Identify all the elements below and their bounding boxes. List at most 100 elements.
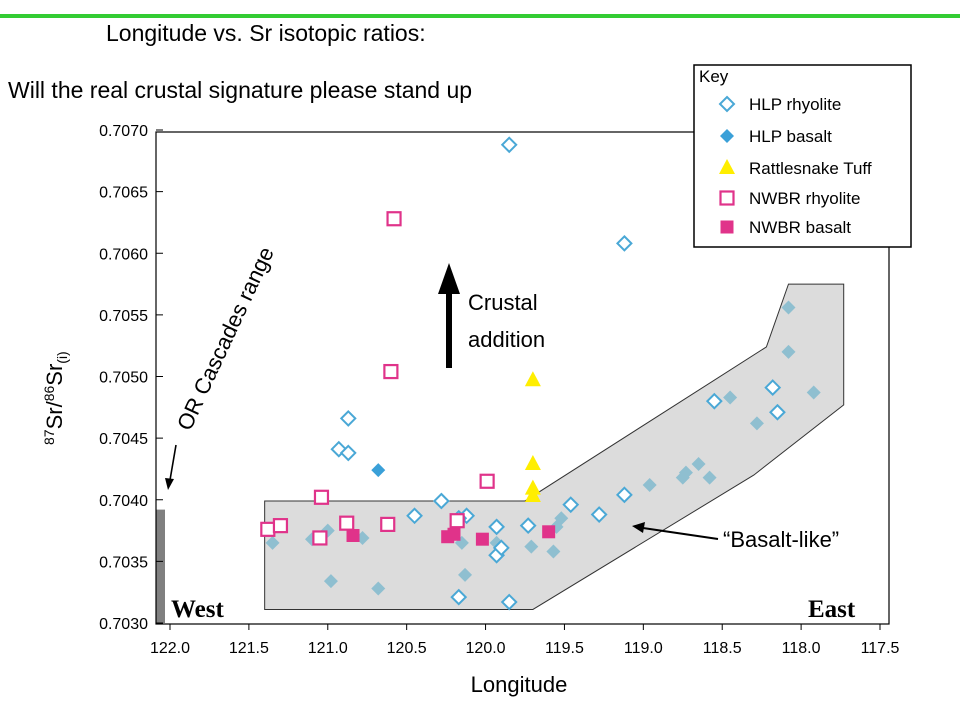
basalt-like-field-polygon	[264, 283, 845, 610]
y-tick-label: 0.7055	[99, 308, 148, 325]
hlp-basalt-point	[458, 567, 473, 582]
hlp-basalt-point	[702, 470, 717, 485]
axes: 0.7030 0.7035 0.7040 0.7045 0.7050 0.7055 0.70…	[99, 123, 899, 657]
hlp-rhyolite-point	[562, 496, 580, 514]
nwbr-rhyolite-point	[339, 515, 355, 531]
rattlesnake-tuff-legend-marker	[719, 159, 735, 174]
legend-label: Rattlesnake Tuff	[749, 159, 872, 178]
rattlesnake-tuff-point	[524, 487, 541, 503]
x-tick-label: 119.5	[545, 640, 584, 657]
x-tick-label: 119.0	[624, 640, 663, 657]
nwbr-basalt-legend-marker	[720, 220, 734, 234]
x-tick-label: 121.5	[229, 640, 269, 657]
hlp-basalt-point	[806, 385, 821, 400]
nwbr-basalt-point	[475, 532, 489, 546]
hlp-rhyolite-point	[339, 409, 357, 427]
x-axis-label: Longitude	[471, 672, 568, 697]
hlp-basalt-point	[723, 390, 738, 405]
hlp-basalt-point	[524, 539, 539, 554]
hlp-rhyolite-point	[500, 136, 518, 154]
hlp-basalt-point	[265, 535, 280, 550]
hlp-rhyolite-point	[488, 518, 506, 536]
nwbr-rhyolite-point	[449, 513, 465, 529]
west-label: West	[171, 596, 224, 623]
hlp-rhyolite-point	[432, 492, 450, 510]
nwbr-rhyolite-point	[272, 518, 289, 534]
nwbr-rhyolite-point	[380, 516, 396, 533]
y-tick-label: 0.7070	[99, 123, 148, 140]
cascades-range-label: OR Cascades range	[172, 243, 279, 434]
hlp-rhyolite-point	[615, 486, 633, 504]
cascades-arrow-shaft	[169, 444, 177, 481]
cascades-range-bar	[156, 509, 165, 623]
hlp-rhyolite-point	[450, 588, 468, 606]
hlp-rhyolite-point	[764, 379, 782, 397]
slide-title: Longitude vs. Sr isotopic ratios:	[106, 20, 426, 46]
crustal-label-line2: addition	[468, 327, 545, 352]
y-label-a: Sr/	[42, 400, 67, 429]
hlp-basalt-blue-point	[371, 463, 386, 478]
legend-label: HLP basalt	[749, 127, 832, 146]
nwbr-basalt-point	[447, 527, 461, 541]
rattlesnake-tuff-point	[524, 371, 541, 387]
hlp-rhyolite-point	[492, 539, 510, 557]
x-tick-label: 121.0	[308, 640, 348, 657]
basalt-like-label: “Basalt-like”	[723, 527, 839, 552]
east-label: East	[808, 596, 856, 623]
top-green-rule	[0, 14, 960, 18]
y-tick-label: 0.7050	[99, 370, 148, 387]
y-label-sup2: 86	[41, 386, 57, 402]
x-tick-label: 122.0	[150, 640, 190, 657]
legend: Key HLP rhyolite HLP basalt Rattlesnake Tuf…	[693, 64, 912, 248]
x-tick-label: 118.5	[703, 640, 742, 657]
basalt-like-field	[156, 283, 845, 623]
hlp-basalt-point	[678, 465, 693, 480]
x-tick-label: 118.0	[782, 640, 821, 657]
nwbr-basalt-point	[346, 528, 360, 542]
hlp-rhyolite-point	[500, 593, 518, 611]
hlp-rhyolite-legend-marker	[718, 95, 736, 113]
nwbr-rhyolite-point	[386, 211, 402, 227]
y-axis-label: 87Sr/86Sr(i)	[41, 351, 70, 445]
legend-label: NWBR rhyolite	[749, 189, 860, 208]
legend-label: NWBR basalt	[749, 218, 851, 237]
nwbr-basalt-point	[542, 525, 556, 539]
hlp-rhyolite-point	[705, 392, 723, 410]
nwbr-rhyolite-point	[313, 489, 330, 505]
y-label-sub: (i)	[54, 351, 70, 363]
nwbr-rhyolite-point	[260, 521, 276, 537]
y-tick-label: 0.7035	[99, 554, 148, 571]
hlp-basalt-point	[642, 477, 657, 492]
y-tick-label: 0.7065	[99, 185, 148, 202]
legend-box	[693, 64, 912, 248]
basalt-like-arrow-head	[632, 522, 645, 533]
hlp-rhyolite-point	[519, 517, 537, 535]
hlp-basalt-point	[323, 574, 338, 589]
hlp-rhyolite-point	[590, 506, 608, 523]
plot-area-frame	[155, 131, 890, 625]
legend-title: Key	[699, 67, 729, 86]
nwbr-rhyolite-point	[479, 473, 495, 489]
hlp-basalt-point	[781, 344, 796, 359]
x-tick-label: 120.5	[387, 640, 427, 657]
rattlesnake-tuff-point	[524, 455, 541, 471]
y-tick-label: 0.7060	[99, 246, 148, 263]
slide-subtitle: Will the real crustal signature please s…	[8, 77, 473, 103]
hlp-rhyolite-point	[406, 507, 423, 525]
cascades-arrow-head	[165, 478, 174, 490]
hlp-basalt-legend-marker	[720, 129, 734, 143]
hlp-basalt-point	[546, 544, 561, 559]
legend-label: HLP rhyolite	[749, 95, 841, 114]
crustal-arrow-head	[438, 263, 460, 294]
y-tick-label: 0.7045	[99, 431, 148, 448]
nwbr-rhyolite-point	[312, 530, 328, 546]
y-label-sup1: 87	[41, 429, 57, 445]
x-tick-label: 120.0	[466, 640, 506, 657]
y-tick-label: 0.7030	[99, 616, 148, 633]
nwbr-rhyolite-point	[383, 363, 399, 380]
data-points	[260, 136, 821, 611]
y-label-b: Sr	[42, 364, 67, 386]
hlp-basalt-point	[691, 457, 706, 472]
y-tick-label: 0.7040	[99, 493, 148, 510]
